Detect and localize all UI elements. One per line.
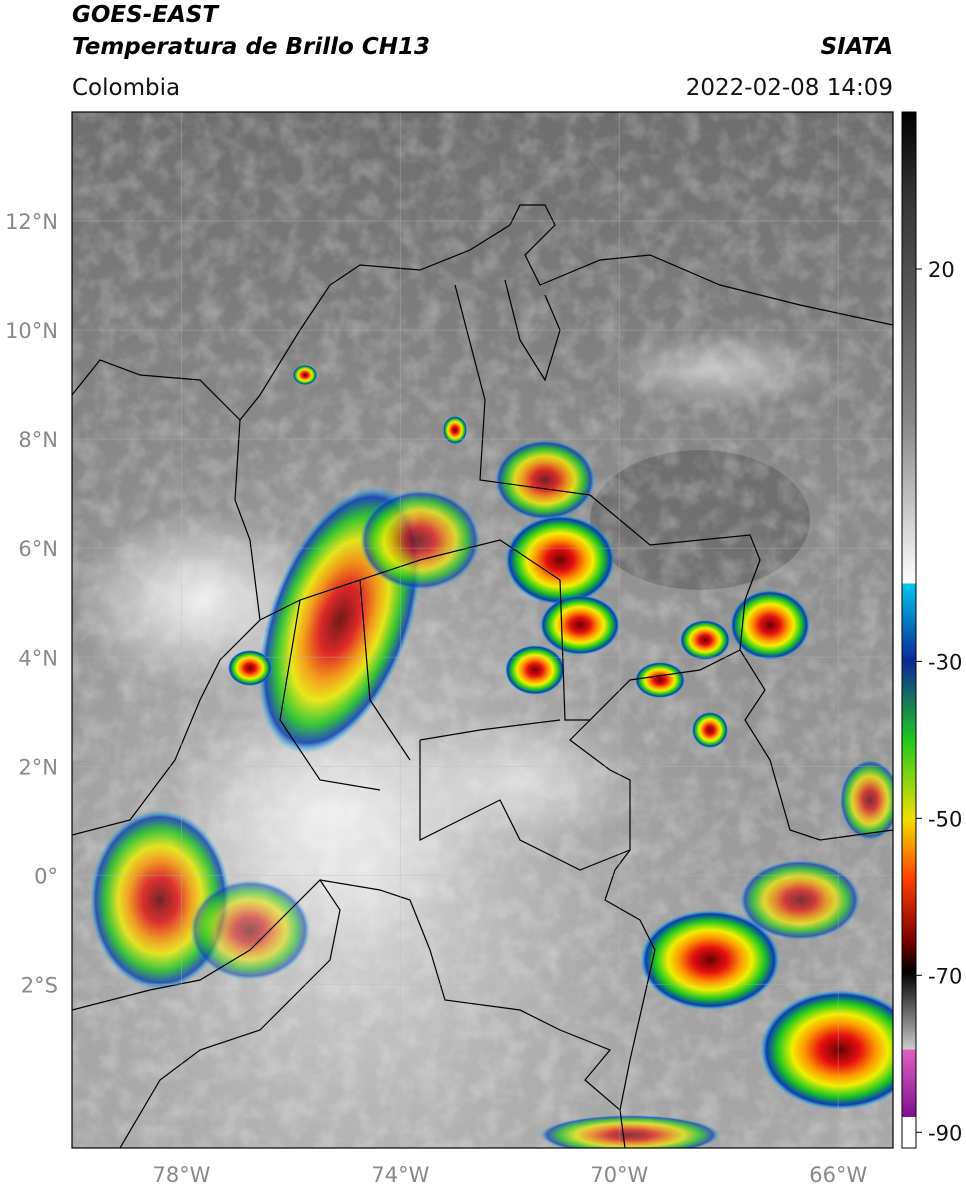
graticule: [72, 112, 893, 1148]
subtitle: Temperatura de Brillo CH13: [72, 34, 430, 60]
colorbar-tick-label: 20: [928, 258, 955, 282]
lat-tick-label: 6°N: [18, 537, 58, 561]
colorbar-tick-label: -30: [928, 650, 962, 674]
satellite-image: [72, 112, 893, 1148]
datetime: 2022-02-08 14:09: [686, 75, 893, 101]
colorbar-tick-label: -70: [928, 964, 962, 988]
lat-tick-label: 12°N: [5, 210, 58, 234]
lon-tick-label: 74°W: [371, 1163, 429, 1187]
lat-tick-label: 0°: [34, 864, 58, 888]
lat-tick-label: 2°N: [18, 755, 58, 779]
convective-cells: [90, 365, 893, 1148]
colorbar: [901, 111, 917, 1149]
region: Colombia: [72, 75, 180, 101]
lon-tick-label: 66°W: [809, 1163, 867, 1187]
lat-tick-label: 8°N: [18, 428, 58, 452]
lat-tick-label: 2°S: [21, 973, 58, 997]
borders: [72, 204, 893, 1148]
colorbar-tick-label: -50: [928, 807, 962, 831]
lat-tick-label: 10°N: [5, 319, 58, 343]
colorbar-tick-label: -90: [928, 1121, 962, 1145]
lon-tick-label: 70°W: [590, 1163, 648, 1187]
title: GOES-EAST: [72, 2, 220, 28]
map-frame: [71, 111, 894, 1149]
source: SIATA: [821, 34, 893, 60]
lat-tick-label: 4°N: [18, 646, 58, 670]
lon-tick-label: 78°W: [152, 1163, 210, 1187]
